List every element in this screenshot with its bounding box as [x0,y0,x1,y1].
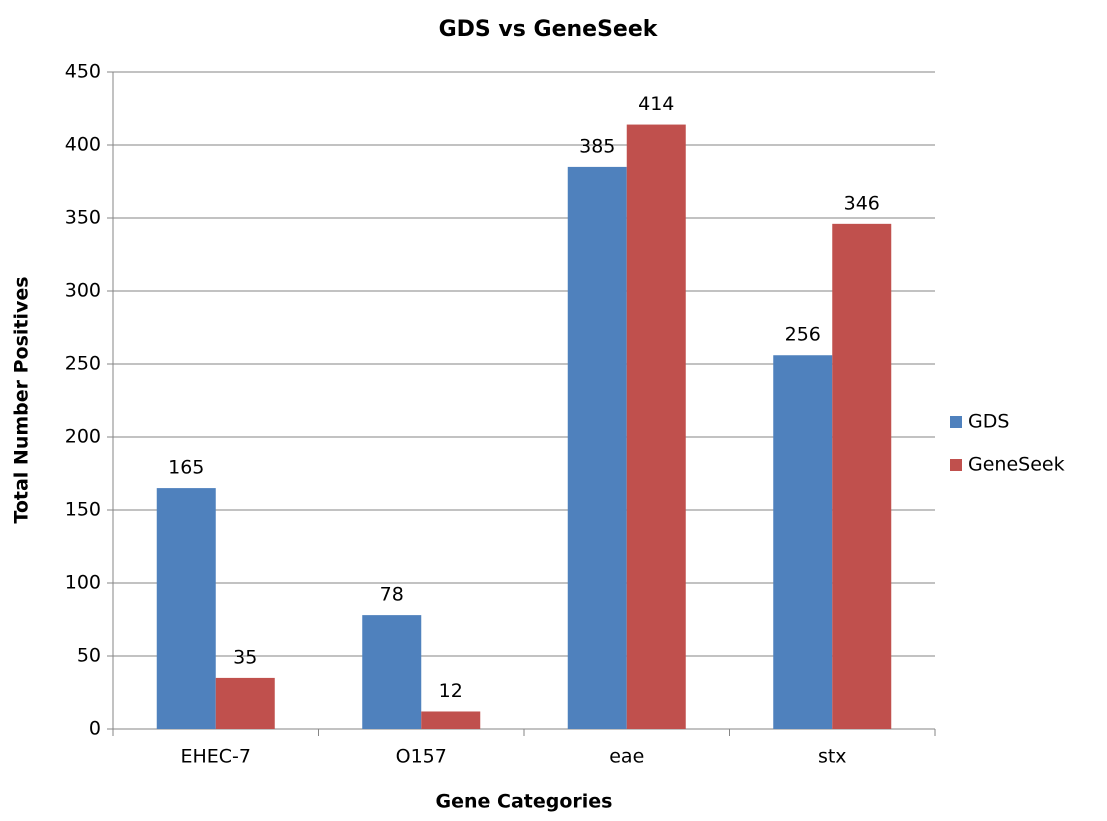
y-tick-label: 350 [65,207,101,229]
y-tick-label: 400 [65,134,101,156]
bar [832,223,892,729]
x-tick-label: eae [609,746,644,768]
value-label: 35 [233,646,257,668]
y-tick-label: 250 [65,353,101,375]
value-label: 346 [844,192,880,214]
legend-label: GDS [968,411,1009,433]
bar [362,615,422,729]
bar [773,355,833,729]
bar [421,711,481,729]
y-tick-label: 450 [65,61,101,83]
y-tick-label: 0 [89,718,101,740]
y-tick-label: 50 [77,645,101,667]
x-tick-label: EHEC-7 [180,746,251,768]
y-axis-title: Total Number Positives [11,276,33,523]
y-tick-label: 300 [65,280,101,302]
value-label: 256 [785,324,821,346]
bar [215,677,275,729]
legend-swatch [950,416,962,428]
y-tick-label: 150 [65,499,101,521]
y-tick-label: 200 [65,426,101,448]
bar [626,124,686,729]
x-tick-label: O157 [396,746,447,768]
value-label: 78 [380,584,404,606]
value-label: 165 [168,457,204,479]
value-label: 385 [579,135,615,157]
legend-swatch [950,459,962,471]
legend-label: GeneSeek [968,454,1065,476]
bar [156,488,216,729]
value-label: 414 [638,93,674,115]
value-label: 12 [439,680,463,702]
y-tick-label: 100 [65,572,101,594]
chart-title: GDS vs GeneSeek [439,17,659,42]
bar [567,166,627,729]
x-axis-title: Gene Categories [436,791,613,813]
x-tick-label: stx [818,746,847,768]
